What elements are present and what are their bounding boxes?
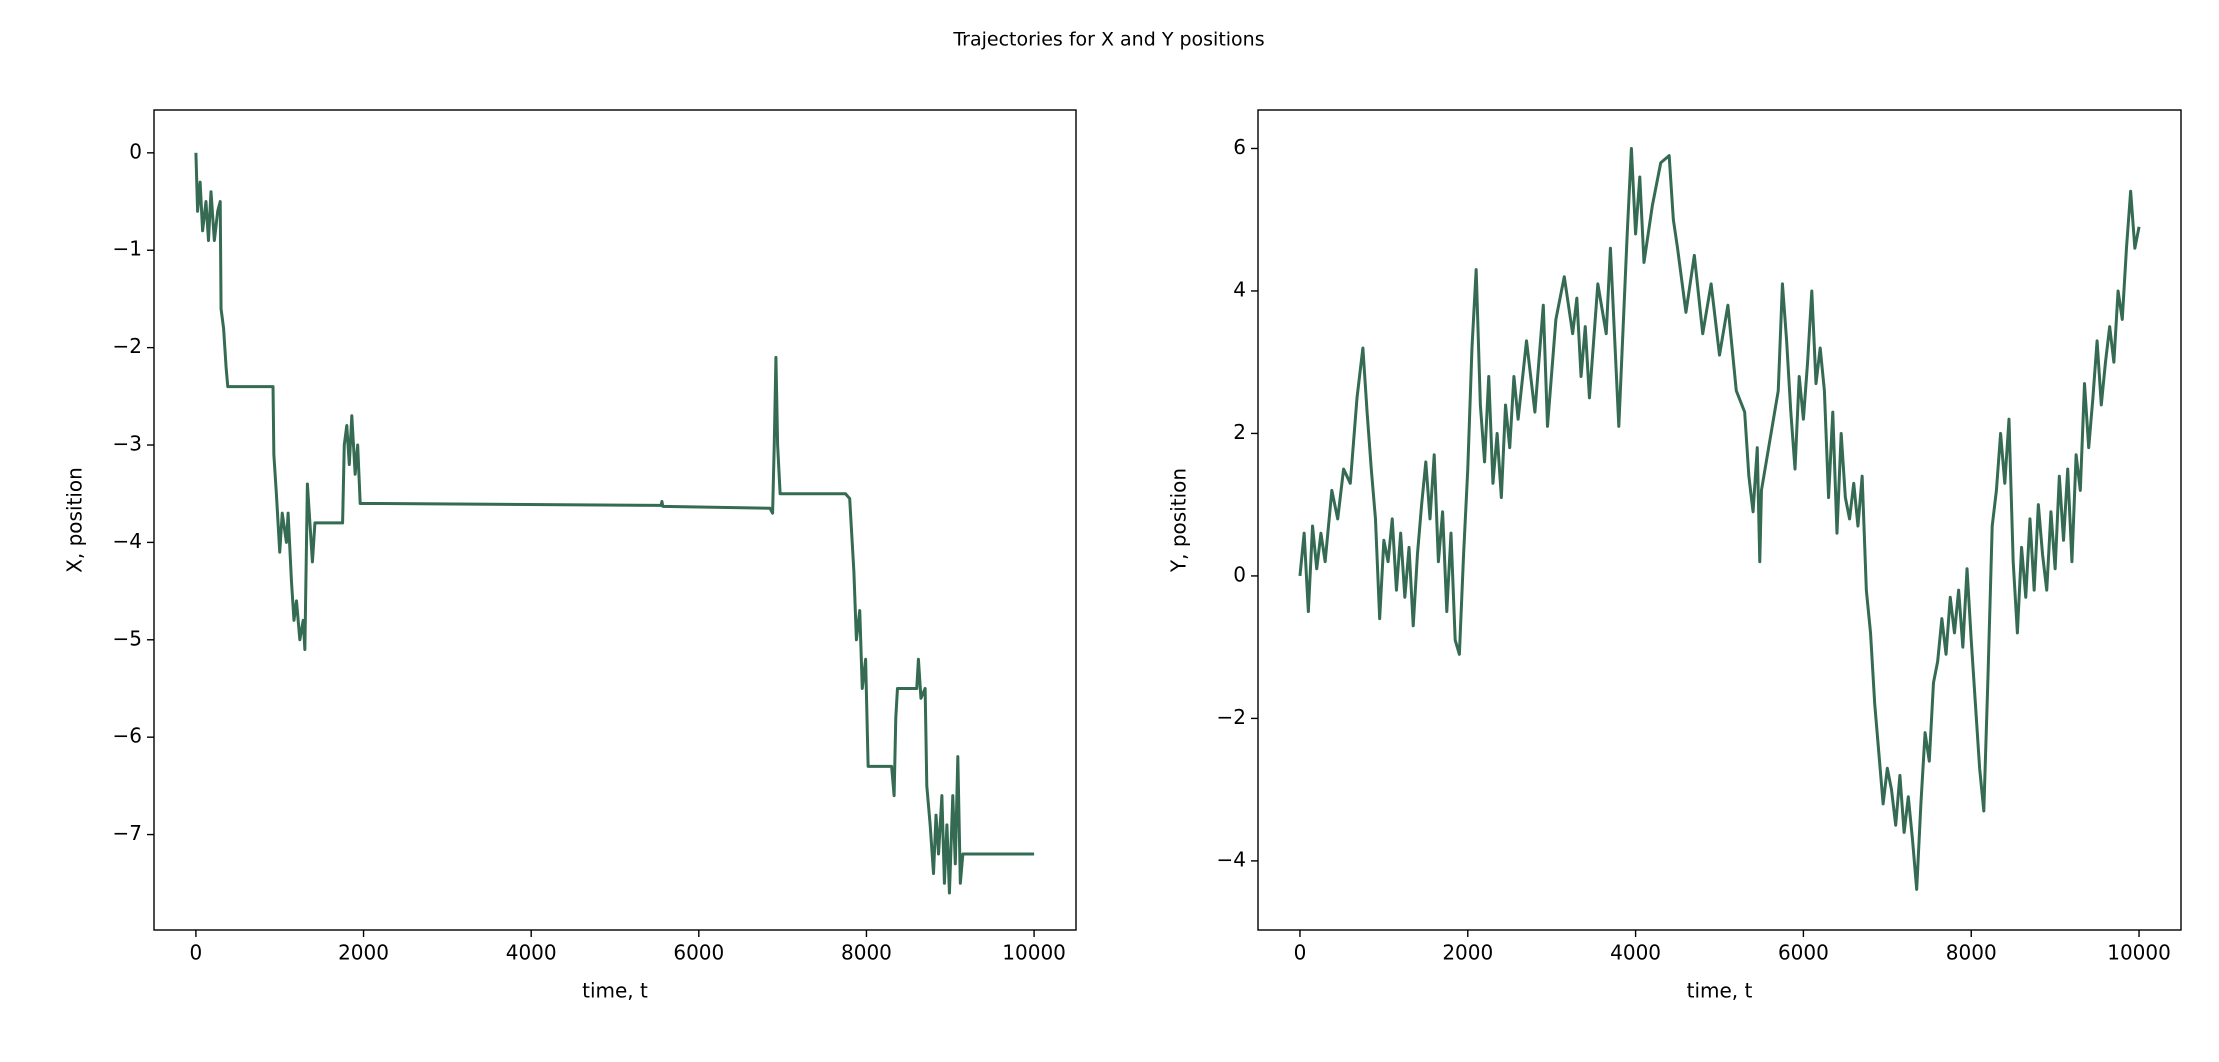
x-tick-label: 10000	[1002, 941, 1066, 965]
x-tick-label: 2000	[338, 941, 389, 965]
y-tick-label: 2	[1233, 420, 1246, 444]
y-tick-label: −7	[113, 821, 142, 845]
axes-frame	[1257, 109, 2182, 931]
x-tick-label: 10000	[2107, 941, 2171, 965]
x-tick-label: 0	[1294, 941, 1307, 965]
axes-frame	[153, 109, 1077, 931]
trajectory-line	[1298, 146, 2141, 891]
x-axis-label: time, t	[1687, 979, 1753, 1003]
x-tick-label: 4000	[506, 941, 557, 965]
y-axis-label: X, position	[63, 467, 87, 573]
x-axis-label: time, t	[582, 979, 648, 1003]
y-tick-label: −2	[1217, 705, 1246, 729]
x-tick-label: 2000	[1442, 941, 1493, 965]
trajectory-line	[194, 152, 1035, 895]
y-tick-label: −4	[113, 529, 142, 553]
y-tick-label: −5	[113, 626, 142, 650]
x-tick-label: 8000	[841, 941, 892, 965]
y-tick-label: 6	[1233, 135, 1246, 159]
y-tick-label: 0	[1233, 562, 1246, 586]
x-tick-label: 8000	[1946, 941, 1997, 965]
x-tick-label: 4000	[1610, 941, 1661, 965]
y-tick-label: −2	[113, 334, 142, 358]
x-tick-label: 6000	[673, 941, 724, 965]
y-axis-label: Y, position	[1167, 468, 1191, 573]
x-tick-label: 0	[190, 941, 203, 965]
y-tick-label: 0	[129, 139, 142, 163]
y-tick-label: 4	[1233, 277, 1246, 301]
y-tick-label: −3	[113, 432, 142, 456]
y-tick-label: −1	[113, 237, 142, 261]
figure-title: Trajectories for X and Y positions	[952, 29, 1264, 51]
x-tick-label: 6000	[1778, 941, 1829, 965]
y-tick-label: −6	[113, 724, 142, 748]
y-tick-label: −4	[1217, 847, 1246, 871]
